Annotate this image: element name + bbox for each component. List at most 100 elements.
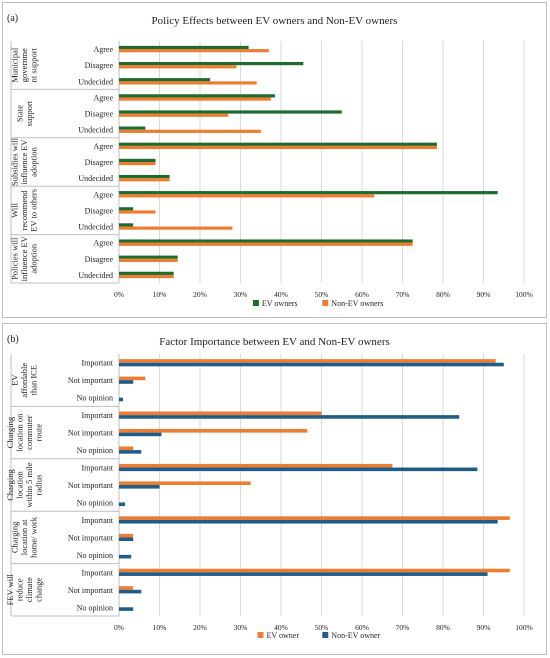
category-label: Disagree — [85, 206, 114, 215]
x-tick-label: 30% — [234, 290, 248, 299]
bar — [119, 126, 146, 130]
group-label-line: within 5 mile — [24, 462, 34, 508]
legend-swatch — [252, 300, 259, 306]
bar — [119, 432, 162, 437]
bar — [119, 223, 134, 227]
bar — [119, 415, 460, 419]
bar — [119, 607, 134, 611]
bar — [119, 397, 124, 402]
bar — [119, 49, 269, 53]
category-label: No opinion — [77, 446, 113, 455]
legend-label: EV owner — [267, 631, 300, 640]
bar — [119, 429, 308, 433]
bar — [119, 62, 304, 66]
legend-label: Non-EV owners — [331, 299, 383, 308]
category-label: No opinion — [77, 603, 113, 612]
x-tick-label: 20% — [193, 290, 207, 299]
group-label-line: than ICE — [29, 365, 39, 395]
group-label-line: recommend — [19, 190, 29, 231]
category-label: Undecided — [78, 271, 113, 280]
group-label-line: reduce — [14, 578, 24, 601]
group-label-line: Subsidies will — [10, 137, 20, 186]
category-label: Disagree — [85, 61, 114, 70]
bar — [119, 242, 413, 246]
bar — [119, 191, 498, 195]
group-label: Charginglocationwithin 5 mileradius — [5, 462, 44, 508]
legend-swatch — [322, 300, 329, 306]
bar — [119, 568, 510, 573]
bar — [119, 376, 146, 381]
group-label: Subsidies willinfluence EVadoption — [10, 137, 39, 186]
x-tick-label: 30% — [234, 623, 248, 632]
group-label-line: adoption — [29, 146, 39, 176]
x-tick-label: 90% — [477, 290, 491, 299]
group-label-line: location — [14, 471, 24, 499]
group-label-line: Charging — [5, 469, 15, 501]
group-label: WillrecommendEV to others — [10, 189, 39, 232]
group-label: EVaffordablethan ICE — [10, 363, 39, 398]
bar — [119, 258, 178, 262]
category-label: Important — [81, 568, 113, 577]
bar — [119, 158, 156, 162]
x-tick-label: 100% — [515, 290, 533, 299]
x-tick-label: 60% — [355, 623, 369, 632]
x-tick-label: 90% — [477, 623, 491, 632]
group-label-line: location at — [19, 519, 29, 555]
group-label-line: commuter — [24, 415, 34, 450]
x-tick-label: 80% — [436, 290, 450, 299]
bar — [119, 113, 229, 117]
bar — [119, 162, 156, 166]
group-label-line: affordable — [19, 363, 29, 398]
group-label-line: climate — [24, 577, 34, 602]
x-tick-label: 50% — [315, 623, 329, 632]
category-label: Agree — [93, 190, 113, 199]
category-label: Not important — [68, 533, 114, 542]
category-label: Agree — [93, 93, 113, 102]
bar — [119, 65, 237, 69]
policy-effects-chart: 0% 10% 20% 30% 40% 50% 60% 70% 80% 90% 100% Municip… — [10, 41, 533, 308]
category-label: Disagree — [85, 110, 114, 119]
category-label: Agree — [93, 239, 113, 248]
bar — [119, 174, 170, 179]
x-tick-label: 0% — [114, 623, 124, 632]
group-label-line: Municipal — [10, 47, 20, 83]
x-tick-label: 40% — [274, 290, 288, 299]
category-label: Undecided — [78, 77, 113, 86]
category-label: Not important — [68, 429, 114, 438]
factor-importance-chart: 0% 10% 20% 30% 40% 50% 60% 70% 80% 90% 100% EVaffor… — [5, 354, 533, 640]
group-label: Charginglocation oncommuterroute — [5, 413, 44, 452]
group-label-line: FEV will — [5, 574, 15, 606]
group-label-line: change — [33, 578, 43, 602]
bar — [119, 78, 211, 82]
group-label-line: influence EV — [19, 235, 29, 281]
group-label-line: EV to others — [29, 189, 39, 232]
bar — [119, 239, 413, 243]
group-label: Policies willinfluence EVadoption — [10, 235, 39, 281]
group-label-line: Charging — [5, 416, 15, 448]
group-label-line: Charging — [10, 521, 20, 553]
panel-factor-importance: (b) Factor Importance between EV and Non… — [2, 323, 547, 655]
group-label-line: home/ work — [29, 516, 39, 558]
bar — [119, 516, 510, 520]
category-label: Not important — [68, 481, 114, 490]
bar — [119, 271, 174, 275]
category-label: Undecided — [78, 126, 113, 135]
category-label: Agree — [93, 142, 113, 151]
category-label: No opinion — [77, 394, 113, 403]
category-label: Important — [81, 516, 113, 525]
category-label: Important — [81, 411, 113, 420]
bar — [119, 572, 488, 576]
bar — [119, 94, 275, 98]
group-label-line: Policies will — [10, 237, 20, 280]
bar — [119, 207, 134, 211]
x-tick-label: 50% — [315, 290, 329, 299]
bar — [119, 446, 134, 451]
group-label: Charginglocation athome/ work — [10, 516, 39, 558]
panel-policy-effects: (a) Policy Effects between EV owners and… — [2, 2, 547, 318]
x-tick-label: 70% — [396, 290, 410, 299]
group-label: FEV willreduceclimatechange — [5, 574, 44, 606]
bar — [119, 485, 160, 489]
category-label: No opinion — [77, 498, 113, 507]
x-tick-label: 70% — [396, 623, 410, 632]
bar — [119, 554, 132, 559]
